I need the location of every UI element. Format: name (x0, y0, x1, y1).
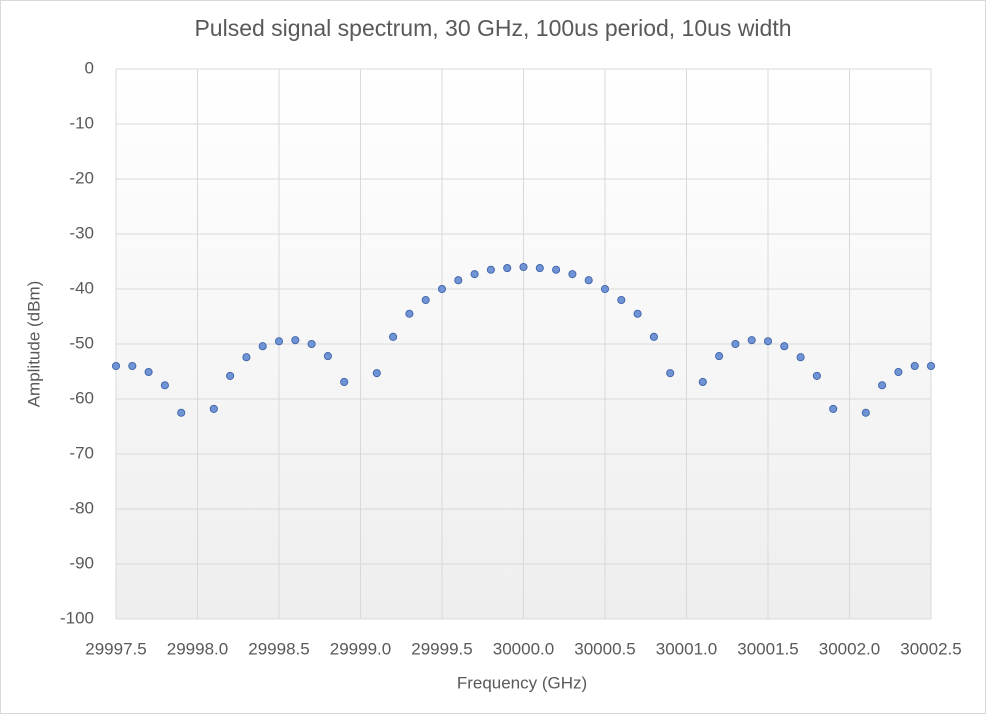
data-point (861, 408, 870, 417)
data-point (340, 377, 349, 387)
data-point (144, 367, 153, 377)
data-point (894, 367, 903, 377)
y-tick-label: -10 (69, 113, 94, 132)
x-tick-label: 30001.0 (656, 639, 717, 658)
data-point (503, 264, 512, 273)
x-tick-label: 30000.0 (493, 639, 554, 658)
data-point (666, 369, 675, 378)
data-point (926, 361, 936, 371)
data-point (552, 265, 561, 274)
y-axis-label: Amplitude (dBm) (24, 281, 43, 408)
data-point (486, 265, 495, 274)
y-tick-label: -70 (69, 443, 94, 462)
y-tick-label: -60 (69, 388, 94, 407)
y-tick-label: -20 (69, 168, 94, 187)
data-point (454, 276, 463, 285)
data-point (323, 352, 332, 361)
data-point (372, 369, 381, 378)
data-point (209, 404, 218, 413)
x-tick-label: 29998.5 (248, 639, 309, 658)
data-point (242, 353, 251, 362)
data-point (812, 371, 821, 380)
data-point (878, 381, 887, 390)
y-tick-label: -30 (69, 223, 94, 242)
y-tick-label: 0 (85, 58, 94, 77)
data-point (519, 262, 528, 272)
data-point (617, 295, 626, 305)
data-point (747, 336, 756, 345)
x-tick-label: 30002.0 (819, 639, 880, 658)
data-point (584, 276, 593, 285)
data-point (796, 353, 805, 362)
data-point (258, 342, 267, 351)
data-point (698, 377, 707, 387)
y-tick-label: -80 (69, 498, 94, 517)
x-tick-label: 30000.5 (574, 639, 635, 658)
chart-title: Pulsed signal spectrum, 30 GHz, 100us pe… (194, 15, 791, 41)
y-tick-label: -90 (69, 553, 94, 572)
data-point (274, 337, 284, 346)
data-point (633, 309, 642, 318)
data-point (111, 361, 121, 371)
data-point (128, 361, 137, 371)
data-point (715, 352, 724, 361)
data-point (470, 270, 479, 279)
data-point (405, 309, 414, 318)
data-point (600, 284, 610, 294)
x-tick-label: 29998.0 (167, 639, 228, 658)
data-point (307, 339, 316, 349)
data-point (568, 270, 577, 279)
x-tick-label: 29999.0 (330, 639, 391, 658)
data-point (910, 361, 919, 371)
data-point (437, 284, 447, 294)
y-tick-label: -40 (69, 278, 94, 297)
x-tick-label: 29999.5 (411, 639, 472, 658)
y-tick-label: -50 (69, 333, 94, 352)
data-point (226, 371, 235, 380)
data-point (829, 404, 838, 413)
data-point (649, 332, 658, 341)
y-tick-label: -100 (60, 608, 94, 627)
data-point (421, 295, 430, 305)
data-point (291, 336, 300, 345)
data-point (731, 339, 740, 349)
data-point (780, 342, 789, 351)
x-tick-label: 30002.5 (900, 639, 961, 658)
x-tick-label: 30001.5 (737, 639, 798, 658)
data-point (389, 332, 398, 341)
x-tick-label: 29997.5 (85, 639, 146, 658)
data-point (535, 264, 544, 273)
data-point (160, 381, 169, 390)
data-point (177, 408, 186, 417)
data-point (763, 337, 773, 346)
x-axis-label: Frequency (GHz) (457, 673, 587, 692)
